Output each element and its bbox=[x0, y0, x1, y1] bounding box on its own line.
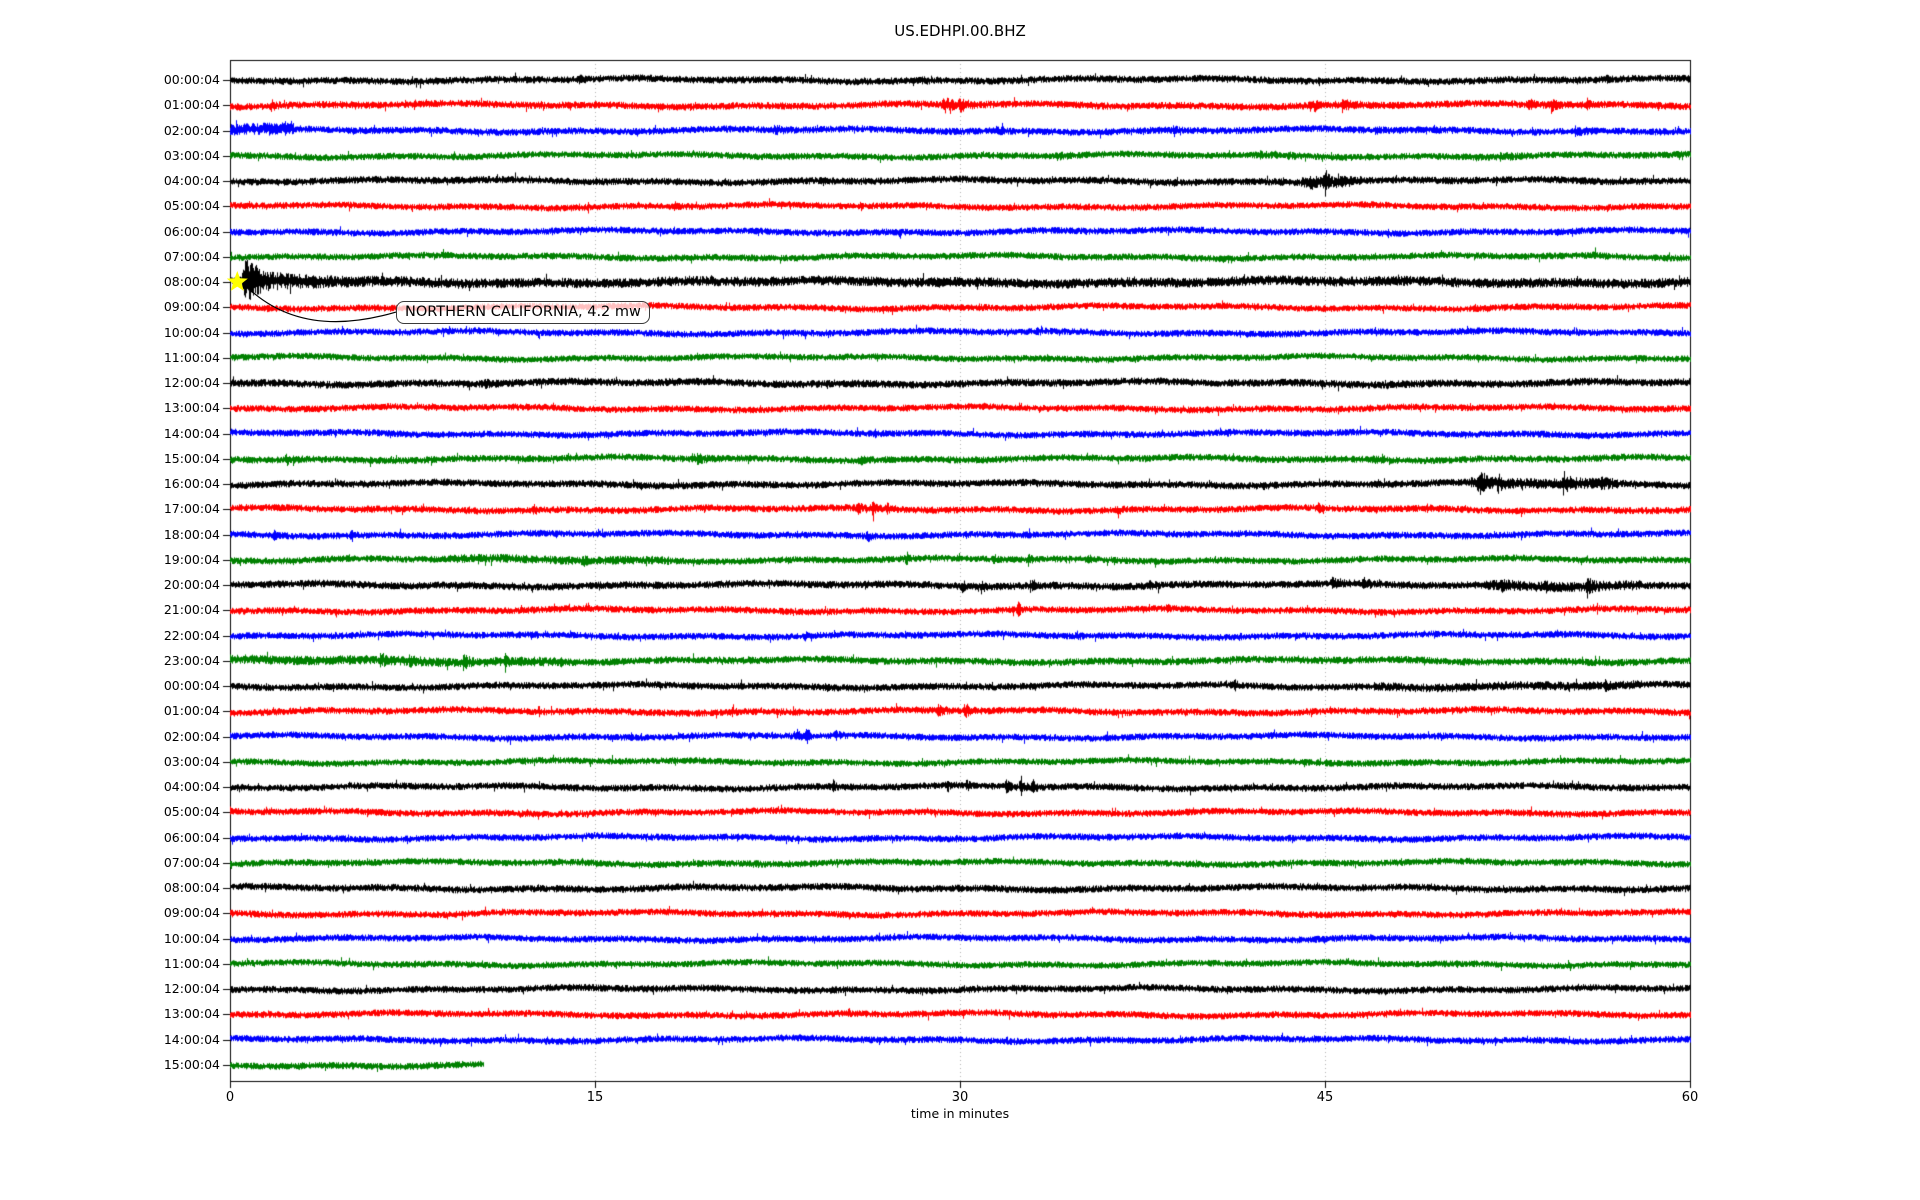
row-label: 04:00:04 bbox=[163, 779, 220, 795]
row-label: 10:00:04 bbox=[163, 324, 220, 340]
row-label: 09:00:04 bbox=[163, 299, 220, 315]
row-label: 01:00:04 bbox=[163, 97, 220, 113]
row-label: 09:00:04 bbox=[163, 905, 220, 921]
row-label: 11:00:04 bbox=[163, 955, 220, 971]
event-annotation: NORTHERN CALIFORNIA, 4.2 mw bbox=[396, 301, 650, 325]
row-label: 14:00:04 bbox=[163, 425, 220, 441]
row-label: 20:00:04 bbox=[163, 577, 220, 593]
row-label: 06:00:04 bbox=[163, 829, 220, 845]
x-tick-label: 45 bbox=[1316, 1090, 1334, 1105]
row-label: 12:00:04 bbox=[163, 375, 220, 391]
x-tick-label: 30 bbox=[951, 1090, 969, 1105]
row-label: 13:00:04 bbox=[163, 1006, 220, 1022]
x-axis-label: time in minutes bbox=[910, 1106, 1010, 1121]
row-label: 17:00:04 bbox=[163, 501, 220, 517]
row-label: 16:00:04 bbox=[163, 476, 220, 492]
row-label: 03:00:04 bbox=[163, 147, 220, 163]
row-label: 08:00:04 bbox=[163, 274, 220, 290]
row-label: 07:00:04 bbox=[163, 248, 220, 264]
row-label: 12:00:04 bbox=[163, 981, 220, 997]
row-label: 07:00:04 bbox=[163, 854, 220, 870]
row-label: 23:00:04 bbox=[163, 652, 220, 668]
row-label: 05:00:04 bbox=[163, 198, 220, 214]
row-label: 21:00:04 bbox=[163, 602, 220, 618]
row-label: 02:00:04 bbox=[163, 122, 220, 138]
row-label: 00:00:04 bbox=[163, 678, 220, 694]
row-label: 05:00:04 bbox=[163, 804, 220, 820]
row-label: 15:00:04 bbox=[163, 450, 220, 466]
x-tick-label: 60 bbox=[1681, 1090, 1699, 1105]
row-label: 13:00:04 bbox=[163, 400, 220, 416]
row-label: 01:00:04 bbox=[163, 703, 220, 719]
row-label: 19:00:04 bbox=[163, 551, 220, 567]
row-label: 06:00:04 bbox=[163, 223, 220, 239]
row-label: 03:00:04 bbox=[163, 753, 220, 769]
event-annotation-text: NORTHERN CALIFORNIA, 4.2 mw bbox=[405, 304, 641, 321]
row-label: 10:00:04 bbox=[163, 930, 220, 946]
row-label: 18:00:04 bbox=[163, 526, 220, 542]
row-label: 15:00:04 bbox=[163, 1056, 220, 1072]
row-label: 22:00:04 bbox=[163, 627, 220, 643]
x-tick-label: 15 bbox=[586, 1090, 604, 1105]
row-label: 14:00:04 bbox=[163, 1031, 220, 1047]
row-label: 00:00:04 bbox=[163, 72, 220, 87]
row-label: 11:00:04 bbox=[163, 349, 220, 365]
row-label: 08:00:04 bbox=[163, 880, 220, 896]
x-tick-label: 0 bbox=[225, 1090, 235, 1105]
row-label: 02:00:04 bbox=[163, 728, 220, 744]
row-label: 04:00:04 bbox=[163, 173, 220, 189]
